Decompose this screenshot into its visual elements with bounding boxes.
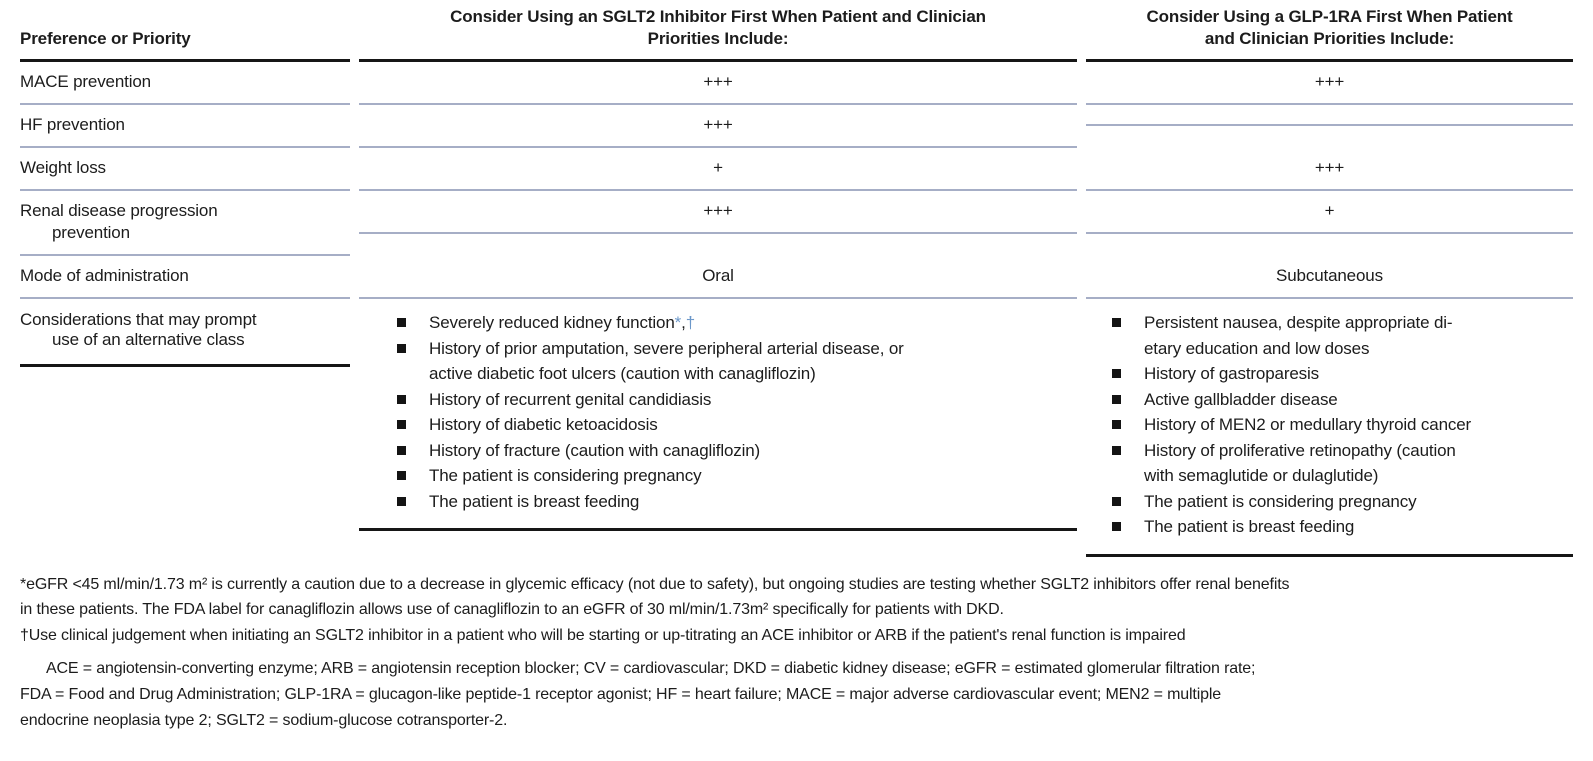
sglt2-value: +++ bbox=[359, 191, 1077, 234]
square-bullet-icon bbox=[397, 496, 406, 506]
square-bullet-icon bbox=[397, 471, 406, 481]
row-label-text: Mode of administration bbox=[20, 265, 189, 285]
square-bullet-icon bbox=[397, 343, 406, 353]
row-label-cont: prevention bbox=[52, 222, 130, 242]
list-item: Severely reduced kidney function*,† bbox=[397, 310, 1077, 336]
row-label: Weight loss bbox=[20, 148, 350, 191]
square-bullet-icon bbox=[397, 420, 406, 430]
sglt2-value: +++ bbox=[359, 62, 1077, 105]
square-bullet-icon bbox=[1112, 522, 1121, 532]
glp1ra-value: Subcutaneous bbox=[1086, 256, 1573, 300]
sglt2-value: + bbox=[359, 148, 1077, 191]
row-label: Renal disease progression prevention bbox=[20, 191, 350, 256]
sglt2-value: Oral bbox=[359, 256, 1077, 300]
footnote-star-mark: * bbox=[674, 313, 682, 333]
glp1ra-value bbox=[1086, 105, 1573, 126]
row-label-text: Considerations that may prompt bbox=[20, 310, 257, 330]
list-item: History of recurrent genital candidiasis bbox=[397, 387, 1077, 413]
list-item-text: History of fracture (caution with canagl… bbox=[429, 440, 761, 460]
square-bullet-icon bbox=[397, 394, 406, 404]
list-item: Persistent nausea, despite appropriate d… bbox=[1112, 310, 1573, 361]
list-item-text: Severely reduced kidney function*,† bbox=[429, 310, 695, 336]
square-bullet-icon bbox=[397, 445, 406, 455]
header-col1-label: Preference or Priority bbox=[20, 28, 191, 48]
header-preference-or-priority: Preference or Priority bbox=[20, 6, 350, 62]
sglt2-consideration-list: Severely reduced kidney function*,† Hist… bbox=[359, 310, 1077, 514]
square-bullet-icon bbox=[397, 318, 406, 328]
footnote-dagger: †Use clinical judgement when initiating … bbox=[20, 627, 1186, 645]
footnote-star: *eGFR <45 ml/min/1.73 m² is currently a … bbox=[20, 575, 1290, 619]
square-bullet-icon bbox=[1112, 318, 1121, 328]
abbreviations-note: ACE = angiotensin-converting enzyme; ARB… bbox=[20, 660, 1256, 730]
list-item: History of prior amputation, severe peri… bbox=[397, 336, 1077, 387]
row-label-text: MACE prevention bbox=[20, 71, 151, 91]
header-glp1ra-line1: Consider Using a GLP-1RA First When Pati… bbox=[1146, 7, 1513, 26]
row-label-cont: use of an alternative class bbox=[52, 330, 245, 350]
list-item-text: The patient is considering pregnancy bbox=[429, 466, 702, 486]
list-item: History of fracture (caution with canagl… bbox=[397, 438, 1077, 464]
list-item-text: History of recurrent genital candidiasis bbox=[429, 389, 712, 409]
header-glp1ra-line2: and Clinician Priorities Include: bbox=[1204, 28, 1455, 48]
square-bullet-icon bbox=[1112, 394, 1121, 404]
list-item-text: Active gallbladder disease bbox=[1144, 389, 1338, 409]
glp1ra-considerations: Persistent nausea, despite appropriate d… bbox=[1086, 299, 1573, 557]
square-bullet-icon bbox=[1112, 496, 1121, 506]
list-item-text: History of gastroparesis bbox=[1144, 364, 1319, 384]
table-row-hf-prevention: HF prevention +++ bbox=[20, 105, 1573, 148]
list-item-text: The patient is considering pregnancy bbox=[1144, 491, 1417, 511]
square-bullet-icon bbox=[1112, 445, 1121, 455]
list-item: History of gastroparesis bbox=[1112, 361, 1573, 387]
table-row-weight-loss: Weight loss + +++ bbox=[20, 148, 1573, 191]
row-label: MACE prevention bbox=[20, 62, 350, 105]
list-item: The patient is breast feeding bbox=[1112, 514, 1573, 540]
row-label: HF prevention bbox=[20, 105, 350, 148]
square-bullet-icon bbox=[1112, 369, 1121, 379]
glp1ra-value: + bbox=[1086, 191, 1573, 234]
table-header-row: Preference or Priority Consider Using an… bbox=[20, 6, 1573, 62]
list-item-text: The patient is breast feeding bbox=[429, 491, 640, 511]
row-label: Mode of administration bbox=[20, 256, 350, 300]
glp1ra-value: +++ bbox=[1086, 148, 1573, 191]
table-row-mace-prevention: MACE prevention +++ +++ bbox=[20, 62, 1573, 105]
list-item: The patient is considering pregnancy bbox=[1112, 489, 1573, 515]
list-item: History of proliferative retinopathy (ca… bbox=[1112, 438, 1573, 489]
list-item-text: History of prior amputation, severe peri… bbox=[429, 338, 904, 384]
table-row-mode-of-administration: Mode of administration Oral Subcutaneous bbox=[20, 256, 1573, 300]
list-item-text: History of MEN2 or medullary thyroid can… bbox=[1144, 415, 1472, 435]
row-label-text: HF prevention bbox=[20, 114, 125, 134]
list-item: The patient is breast feeding bbox=[397, 489, 1077, 515]
list-item-text: History of proliferative retinopathy (ca… bbox=[1144, 440, 1456, 486]
list-item-text: History of diabetic ketoacidosis bbox=[429, 415, 658, 435]
item-text: Severely reduced kidney function bbox=[429, 313, 675, 333]
header-glp1ra-column: Consider Using a GLP-1RA First When Pati… bbox=[1086, 6, 1573, 62]
glp1ra-value: +++ bbox=[1086, 62, 1573, 105]
list-item: History of MEN2 or medullary thyroid can… bbox=[1112, 412, 1573, 438]
row-label-text: Weight loss bbox=[20, 157, 106, 177]
glp1ra-consideration-list: Persistent nausea, despite appropriate d… bbox=[1086, 310, 1573, 540]
square-bullet-icon bbox=[1112, 420, 1121, 430]
header-sglt2-line1: Consider Using an SGLT2 Inhibitor First … bbox=[450, 7, 986, 26]
list-item-text: The patient is breast feeding bbox=[1144, 517, 1355, 537]
header-sglt2-column: Consider Using an SGLT2 Inhibitor First … bbox=[359, 6, 1077, 62]
row-label-text: Renal disease progression bbox=[20, 200, 218, 220]
table-row-considerations: Considerations that may prompt use of an… bbox=[20, 299, 1573, 557]
item-comma: , bbox=[681, 313, 686, 333]
list-item: History of diabetic ketoacidosis bbox=[397, 412, 1077, 438]
sglt2-considerations: Severely reduced kidney function*,† Hist… bbox=[359, 299, 1077, 532]
list-item: The patient is considering pregnancy bbox=[397, 463, 1077, 489]
table-row-renal-disease-progression-prevention: Renal disease progression prevention +++… bbox=[20, 191, 1573, 256]
list-item-text: Persistent nausea, despite appropriate d… bbox=[1144, 313, 1453, 358]
sglt2-value: +++ bbox=[359, 105, 1077, 148]
footnotes-section: *eGFR <45 ml/min/1.73 m² is currently a … bbox=[20, 557, 1573, 734]
row-label: Considerations that may prompt use of an… bbox=[20, 299, 350, 368]
footnote-dagger-mark: † bbox=[685, 313, 695, 333]
list-item: Active gallbladder disease bbox=[1112, 387, 1573, 413]
header-sglt2-line2: Priorities Include: bbox=[647, 28, 789, 48]
